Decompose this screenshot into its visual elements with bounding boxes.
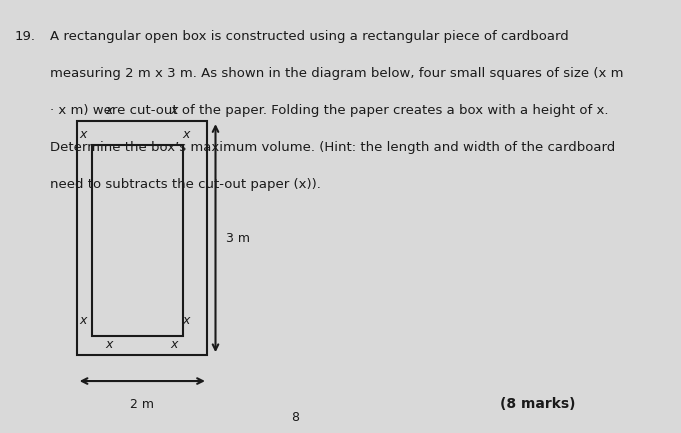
Text: 19.: 19. [15,30,36,43]
Text: x: x [106,338,113,351]
Bar [91,145,183,336]
Text: Determine the box’s maximum volume. (Hint: the length and width of the cardboard: Determine the box’s maximum volume. (Hin… [50,141,616,154]
Text: A rectangular open box is constructed using a rectangular piece of cardboard: A rectangular open box is constructed us… [50,30,569,43]
Text: x: x [183,128,190,141]
Text: x: x [170,338,178,351]
Text: (8 marks): (8 marks) [500,397,575,411]
Text: x: x [106,104,113,117]
Bar [77,121,206,355]
Text: · x m) were cut-out of the paper. Folding the paper creates a box with a height : · x m) were cut-out of the paper. Foldin… [50,104,609,117]
Text: x: x [183,314,190,327]
Text: x: x [79,128,86,141]
Text: measuring 2 m x 3 m. As shown in the diagram below, four small squares of size (: measuring 2 m x 3 m. As shown in the dia… [50,67,624,80]
Text: x: x [79,314,86,327]
Text: 8: 8 [291,411,299,424]
Text: need to subtracts the cut-out paper (x)).: need to subtracts the cut-out paper (x))… [50,178,321,191]
Text: x: x [170,104,178,117]
Text: 2 m: 2 m [130,398,155,411]
Text: 3 m: 3 m [226,232,250,245]
